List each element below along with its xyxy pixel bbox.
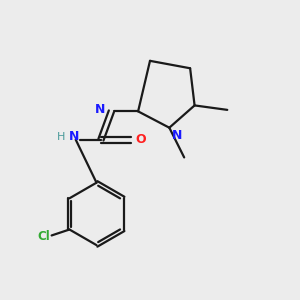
Text: O: O	[135, 133, 146, 146]
Text: Cl: Cl	[38, 230, 50, 243]
Text: N: N	[95, 103, 105, 116]
Text: N: N	[172, 129, 183, 142]
Text: H: H	[57, 132, 65, 142]
Text: N: N	[69, 130, 80, 143]
